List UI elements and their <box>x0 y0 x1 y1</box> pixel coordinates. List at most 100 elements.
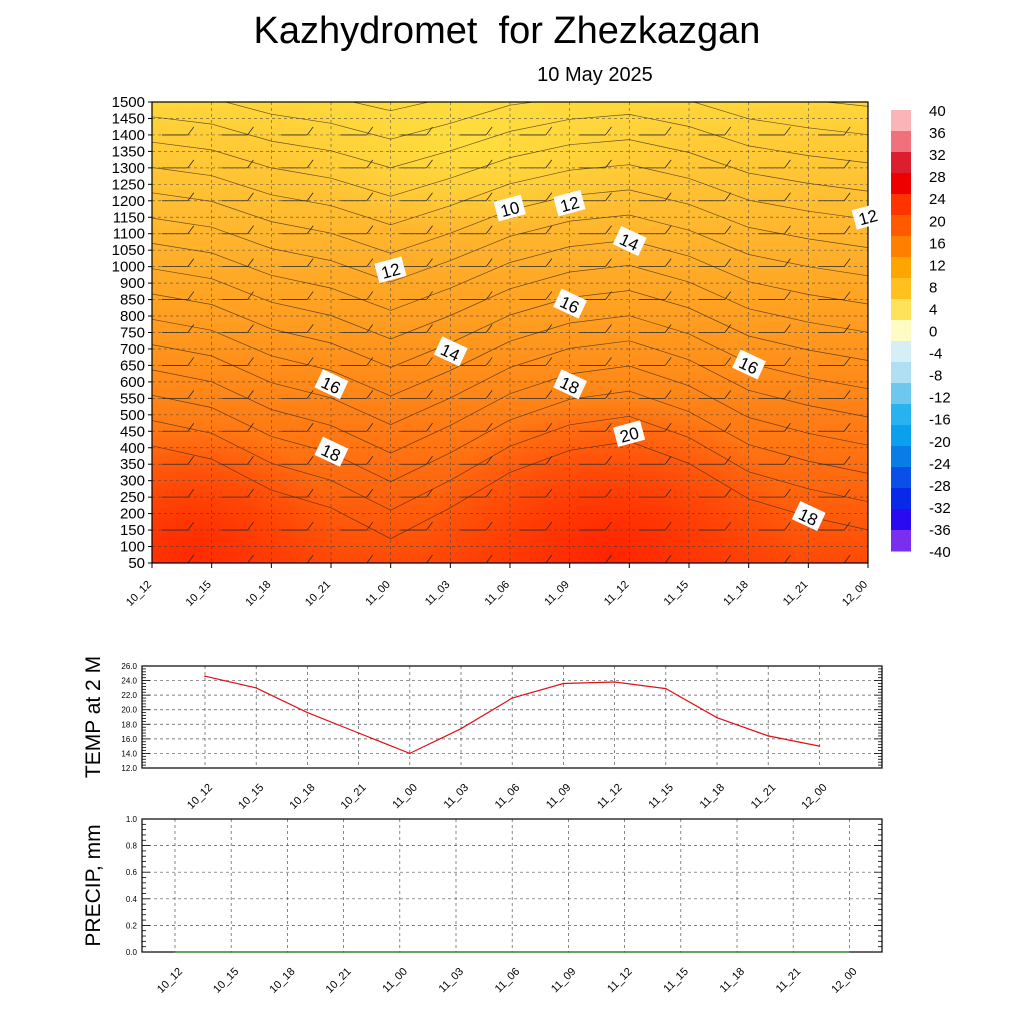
wind-barb <box>460 102 487 103</box>
y-tick-label: 850 <box>120 292 145 309</box>
series-point <box>613 681 616 683</box>
series-point <box>409 752 411 755</box>
y-tick-label: 16.0 <box>121 735 137 744</box>
series-point <box>230 951 232 953</box>
contour-label-text: 12 <box>379 260 402 283</box>
colorbar-swatch <box>891 299 911 321</box>
series-point <box>848 951 851 953</box>
colorbar-swatch <box>891 341 911 363</box>
colorbar-swatch <box>891 446 911 468</box>
x-tick-label: 11_15 <box>662 579 692 609</box>
y-tick-label: 26.0 <box>121 662 137 671</box>
wind-barb <box>221 554 254 563</box>
contour-label-text: 12 <box>558 193 581 216</box>
wind-barb <box>281 102 308 103</box>
x-tick-label: 10_18 <box>243 579 273 609</box>
y-tick-label: 400 <box>120 440 145 457</box>
colorbar-swatch <box>891 425 911 447</box>
y-tick-label: 900 <box>120 275 145 292</box>
colorbar-swatch <box>891 488 911 510</box>
wind-barb <box>281 554 314 563</box>
y-tick-label: 1000 <box>112 259 145 276</box>
y-tick-label: 500 <box>120 407 145 424</box>
y-tick-label: 0.2 <box>126 921 138 930</box>
y-tick-label: 200 <box>120 506 145 523</box>
colorbar-label: -36 <box>929 522 951 539</box>
wind-barb <box>519 554 553 563</box>
y-tick-label: 550 <box>120 390 145 407</box>
x-tick-label: 11_21 <box>749 782 779 812</box>
series-point <box>623 951 626 953</box>
x-tick-label: 10_18 <box>287 782 317 812</box>
x-tick-label: 11_18 <box>721 579 751 609</box>
colorbar-swatch <box>891 215 911 237</box>
series-point <box>792 951 794 953</box>
x-tick-label: 11_09 <box>544 782 574 812</box>
wind-barb <box>161 554 195 563</box>
colorbar-label: -24 <box>929 456 951 473</box>
colorbar-label: 16 <box>929 235 946 252</box>
colorbar-swatch <box>891 194 911 216</box>
grid-lines <box>142 665 882 769</box>
colorbar-swatch <box>891 320 911 342</box>
y-tick-label: 0.0 <box>126 948 138 957</box>
colorbar-swatch <box>891 404 911 426</box>
x-tick-label: 11_21 <box>774 966 804 996</box>
x-tick-label: 12_00 <box>799 782 829 812</box>
colorbar-swatch <box>891 131 911 153</box>
wind-barb <box>818 102 845 103</box>
wind-barb <box>340 102 368 103</box>
colorbar-swatch <box>891 467 911 489</box>
wind-barb <box>579 554 612 563</box>
x-tick-label: 11_12 <box>595 782 625 812</box>
contour-label-box <box>553 189 586 217</box>
y-tick-label: 1100 <box>113 226 145 243</box>
minor-ticks <box>142 818 882 953</box>
y-tick-label: 1250 <box>112 176 145 193</box>
y-tick-label: 1050 <box>112 242 145 259</box>
y-tick-label: 12.0 <box>121 764 137 773</box>
chart-subtitle: 10 May 2025 <box>537 64 653 86</box>
colorbar-label: 0 <box>929 324 937 341</box>
contour-label-box <box>732 349 767 380</box>
plot-frame <box>141 665 883 769</box>
isotherm-line <box>152 239 868 311</box>
temperature-field <box>152 102 868 563</box>
colorbar-label: -8 <box>929 368 942 385</box>
wind-barb <box>460 554 493 563</box>
colorbar-label: -28 <box>929 478 951 495</box>
contour-label-box <box>612 420 646 447</box>
contour-label: 12 <box>851 203 884 230</box>
y-tick-label: 100 <box>120 539 145 556</box>
series-point <box>342 951 345 953</box>
x-tick-label: 12_00 <box>840 579 870 609</box>
y-tick-label: 1.0 <box>126 815 138 824</box>
x-tick-label: 11_21 <box>781 579 811 609</box>
y-tick-label: 24.0 <box>121 677 137 686</box>
y-tick-label: 800 <box>120 308 145 325</box>
wind-barb <box>340 554 374 563</box>
y-tick-label: 1200 <box>112 193 145 210</box>
colorbar-label: 8 <box>929 279 937 296</box>
x-tick-label: 11_00 <box>363 579 393 609</box>
series-point <box>460 727 462 730</box>
wind-barb <box>698 554 732 563</box>
x-tick-label: 11_06 <box>493 966 523 996</box>
contour-label-text: 10 <box>499 198 522 221</box>
colorbar-swatch <box>891 110 911 132</box>
series-point <box>286 951 289 953</box>
wind-barb <box>161 102 189 103</box>
y-tick-label: 1350 <box>112 143 145 160</box>
x-tick-label: 11_09 <box>549 966 579 996</box>
x-tick-label: 10_15 <box>184 579 214 609</box>
x-tick-label: 11_12 <box>605 966 635 996</box>
y-tick-label: 0.4 <box>126 895 138 904</box>
colorbar-label: -20 <box>929 434 951 451</box>
y-tick-label: 20.0 <box>121 706 137 715</box>
y-tick-label: 14.0 <box>121 749 137 758</box>
colorbar-label: -16 <box>929 412 951 429</box>
x-tick-label: 11_18 <box>718 966 748 996</box>
contour-label-box <box>314 436 349 467</box>
y-tick-label: 1400 <box>112 127 145 144</box>
chart-title: Kazhydromet for Zhezkazgan <box>253 10 761 52</box>
